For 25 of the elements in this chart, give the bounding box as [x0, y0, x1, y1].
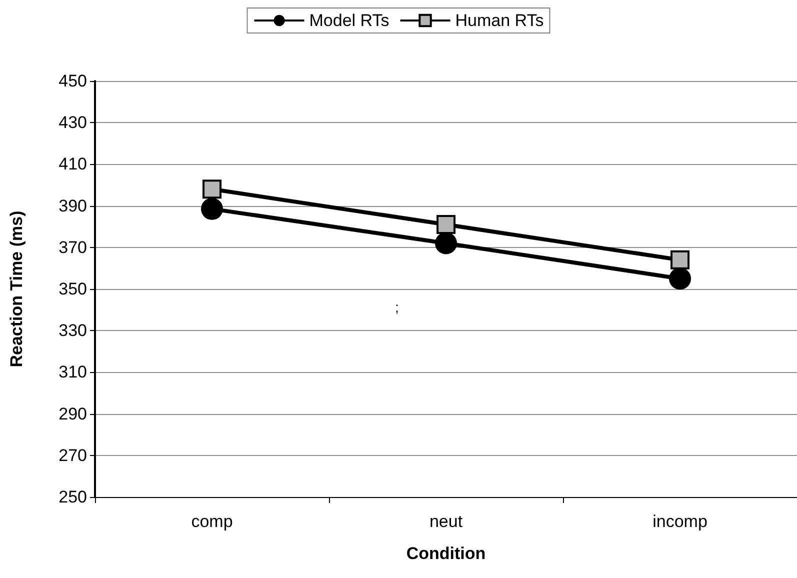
point — [202, 180, 222, 199]
y-tick-label: 430 — [58, 113, 87, 132]
y-tick-label: 410 — [58, 154, 87, 174]
y-tick-label: 250 — [58, 488, 87, 506]
point — [436, 215, 456, 234]
y-tick-label: 390 — [58, 196, 87, 216]
y-tick-label: 310 — [58, 362, 87, 382]
x-tick-label: comp — [191, 512, 233, 531]
point — [435, 232, 457, 254]
y-tick-label: 330 — [58, 321, 87, 340]
point — [201, 198, 223, 220]
y-tick-label: 350 — [58, 280, 87, 298]
y-tick-label: 370 — [58, 238, 87, 257]
x-tick-label: neut — [429, 512, 463, 531]
point — [670, 250, 690, 270]
y-axis-title: Reaction Time (ms) — [7, 210, 26, 368]
legend-label: Human RTs — [455, 11, 544, 30]
x-tick-label: incomp — [652, 512, 708, 531]
legend-label: Model RTs — [309, 11, 390, 30]
point — [669, 268, 691, 290]
y-tick-label: 290 — [58, 404, 87, 424]
annotation: ; — [395, 299, 399, 315]
x-axis-title: Condition — [406, 544, 486, 563]
y-tick-label: 270 — [58, 446, 87, 465]
y-tick-label: 450 — [58, 72, 87, 90]
